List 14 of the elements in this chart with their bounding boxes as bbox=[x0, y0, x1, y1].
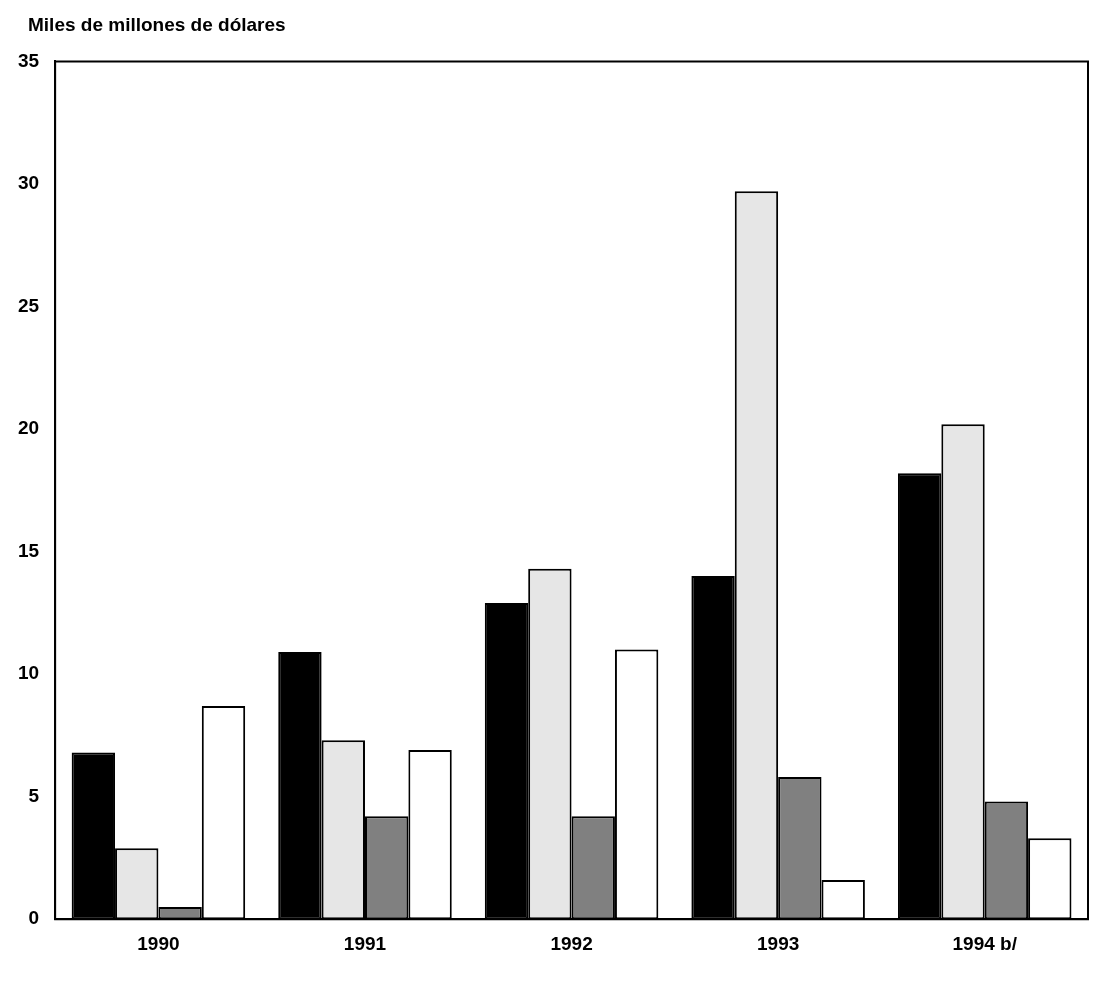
y-tick-label: 5 bbox=[28, 784, 40, 806]
y-tick-label: 10 bbox=[17, 662, 40, 684]
y-axis-title: Miles de millones de dólares bbox=[27, 13, 287, 37]
x-tick-label: 1990 bbox=[137, 932, 180, 954]
y-tick-label: 15 bbox=[17, 539, 40, 561]
y-tick-label: 20 bbox=[17, 417, 40, 439]
x-tick-label: 1992 bbox=[550, 932, 593, 954]
x-tick-label: 1991 bbox=[343, 932, 387, 954]
y-tick-label: 30 bbox=[17, 172, 40, 194]
x-tick-label: 1993 bbox=[757, 932, 800, 954]
y-tick-label: 25 bbox=[17, 294, 40, 316]
y-tick-label: 0 bbox=[28, 907, 40, 929]
y-tick-label: 35 bbox=[17, 49, 40, 71]
x-tick-label: 1994 b/ bbox=[952, 932, 1018, 954]
